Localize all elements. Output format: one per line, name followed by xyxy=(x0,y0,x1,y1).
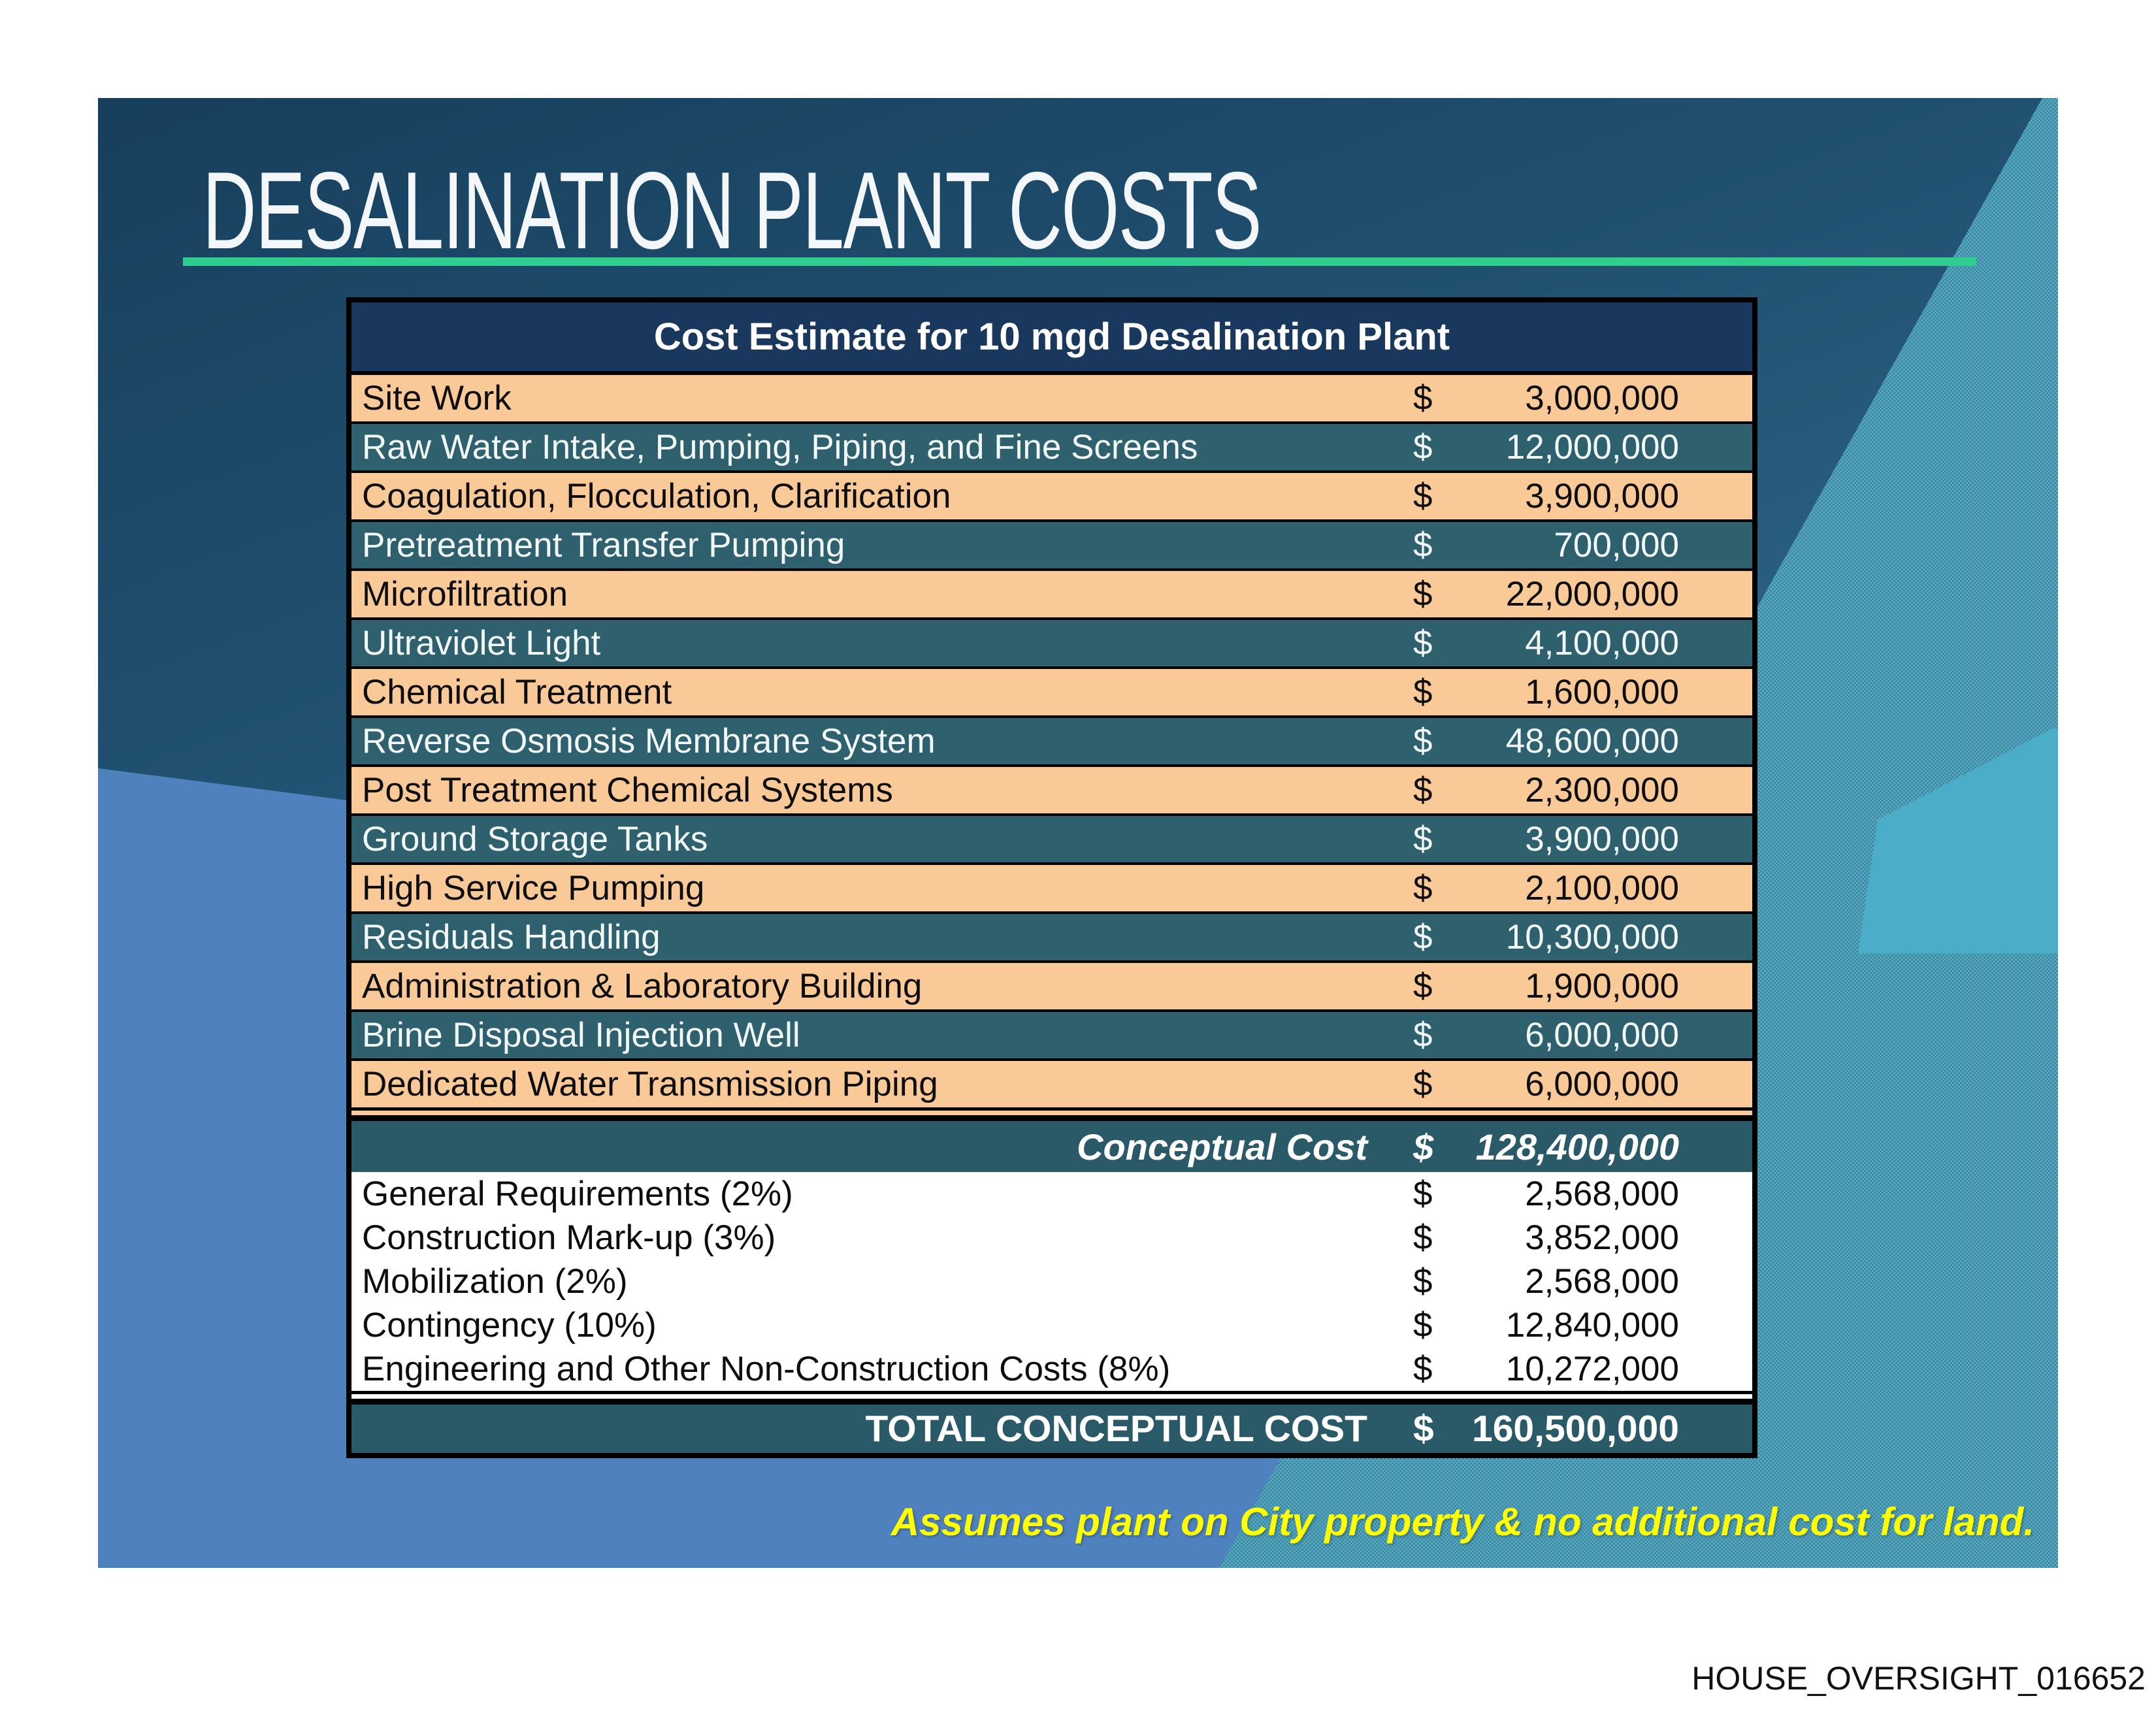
row-amount: 3,900,000 xyxy=(1525,820,1679,858)
row-label: Microfiltration xyxy=(362,575,568,613)
currency-symbol: $ xyxy=(1413,477,1433,515)
row-label: Post Treatment Chemical Systems xyxy=(362,771,893,809)
subtotal-row: Conceptual Cost $ 128,400,000 xyxy=(351,1121,1752,1172)
line-items: Site Work $3,000,000 Raw Water Intake, Pum… xyxy=(351,375,1752,1107)
currency-symbol: $ xyxy=(1413,428,1433,466)
currency-symbol: $ xyxy=(1413,1218,1433,1257)
assumption-note: Assumes plant on City property & no addi… xyxy=(890,1500,2034,1544)
table-row: Engineering and Other Non-Construction C… xyxy=(351,1347,1752,1391)
table-row: Mobilization (2%) $2,568,000 xyxy=(351,1260,1752,1303)
total-row: TOTAL CONCEPTUAL COST $ 160,500,000 xyxy=(351,1405,1752,1453)
currency-symbol: $ xyxy=(1413,575,1433,613)
row-label: Raw Water Intake, Pumping, Piping, and F… xyxy=(362,428,1198,466)
row-amount: 12,840,000 xyxy=(1505,1306,1679,1344)
row-label: High Service Pumping xyxy=(362,869,705,907)
row-label: Ground Storage Tanks xyxy=(362,820,708,858)
currency-symbol: $ xyxy=(1413,1175,1433,1213)
total-label: TOTAL CONCEPTUAL COST xyxy=(865,1408,1367,1450)
currency-symbol: $ xyxy=(1413,820,1433,858)
row-amount: 3,852,000 xyxy=(1525,1218,1679,1257)
row-amount: 700,000 xyxy=(1554,526,1679,564)
table-row: Brine Disposal Injection Well $6,000,000 xyxy=(351,1009,1752,1058)
row-label: Contingency (10%) xyxy=(362,1306,657,1344)
currency-symbol: $ xyxy=(1413,1306,1433,1344)
currency-symbol: $ xyxy=(1413,1126,1434,1167)
currency-symbol: $ xyxy=(1413,1350,1433,1388)
currency-symbol: $ xyxy=(1413,1065,1433,1103)
currency-symbol: $ xyxy=(1413,1016,1433,1054)
currency-symbol: $ xyxy=(1413,379,1433,417)
row-amount: 1,600,000 xyxy=(1525,673,1679,711)
currency-symbol: $ xyxy=(1413,869,1433,907)
total-amount: 160,500,000 xyxy=(1472,1408,1679,1450)
table-row: Administration & Laboratory Building $1,9… xyxy=(351,960,1752,1009)
currency-symbol: $ xyxy=(1413,771,1433,809)
row-label: Pretreatment Transfer Pumping xyxy=(362,526,845,564)
title-underline xyxy=(183,257,1976,266)
table-row: Chemical Treatment $1,600,000 xyxy=(351,666,1752,715)
row-label: General Requirements (2%) xyxy=(362,1175,793,1213)
row-amount: 22,000,000 xyxy=(1505,575,1679,613)
row-label: Reverse Osmosis Membrane System xyxy=(362,722,936,760)
table-row: Pretreatment Transfer Pumping $700,000 xyxy=(351,519,1752,568)
row-amount: 2,568,000 xyxy=(1525,1262,1679,1301)
table-row: Raw Water Intake, Pumping, Piping, and F… xyxy=(351,421,1752,470)
slide: DESALINATION PLANT COSTS Cost Estimate f… xyxy=(98,98,2058,1568)
row-label: Residuals Handling xyxy=(362,918,661,956)
row-label: Brine Disposal Injection Well xyxy=(362,1016,800,1054)
currency-symbol: $ xyxy=(1413,722,1433,760)
currency-symbol: $ xyxy=(1413,1408,1434,1450)
table-row: Construction Mark-up (3%) $3,852,000 xyxy=(351,1216,1752,1260)
row-amount: 1,900,000 xyxy=(1525,967,1679,1005)
row-amount: 48,600,000 xyxy=(1505,722,1679,760)
cost-table: Cost Estimate for 10 mgd Desalination Pl… xyxy=(346,297,1757,1458)
currency-symbol: $ xyxy=(1413,624,1433,662)
row-label: Mobilization (2%) xyxy=(362,1262,628,1301)
document-id-stamp: HOUSE_OVERSIGHT_016652 xyxy=(1691,1660,2146,1697)
table-row: Ground Storage Tanks $3,900,000 xyxy=(351,813,1752,862)
table-row: Residuals Handling $10,300,000 xyxy=(351,911,1752,960)
row-amount: 12,000,000 xyxy=(1505,428,1679,466)
row-amount: 3,900,000 xyxy=(1525,477,1679,515)
table-row: Reverse Osmosis Membrane System $48,600,0… xyxy=(351,715,1752,764)
row-label: Dedicated Water Transmission Piping xyxy=(362,1065,938,1103)
currency-symbol: $ xyxy=(1413,526,1433,564)
row-label: Chemical Treatment xyxy=(362,673,672,711)
row-label: Ultraviolet Light xyxy=(362,624,601,662)
row-amount: 6,000,000 xyxy=(1525,1016,1679,1054)
row-amount: 4,100,000 xyxy=(1525,624,1679,662)
table-row: Coagulation, Flocculation, Clarification… xyxy=(351,470,1752,519)
table-row: Contingency (10%) $12,840,000 xyxy=(351,1303,1752,1347)
table-divider xyxy=(351,1391,1752,1405)
subtotal-label: Conceptual Cost xyxy=(1077,1126,1367,1167)
table-row: Dedicated Water Transmission Piping $6,00… xyxy=(351,1058,1752,1107)
table-row: Site Work $3,000,000 xyxy=(351,375,1752,421)
currency-symbol: $ xyxy=(1413,918,1433,956)
table-header: Cost Estimate for 10 mgd Desalination Pl… xyxy=(351,302,1752,375)
row-amount: 10,300,000 xyxy=(1505,918,1679,956)
table-row: High Service Pumping $2,100,000 xyxy=(351,862,1752,911)
row-amount: 6,000,000 xyxy=(1525,1065,1679,1103)
currency-symbol: $ xyxy=(1413,673,1433,711)
table-row: Microfiltration $22,000,000 xyxy=(351,568,1752,617)
table-divider xyxy=(351,1107,1752,1121)
slide-title: DESALINATION PLANT COSTS xyxy=(203,149,1262,272)
row-amount: 10,272,000 xyxy=(1505,1350,1679,1388)
row-label: Construction Mark-up (3%) xyxy=(362,1218,776,1257)
row-amount: 2,100,000 xyxy=(1525,869,1679,907)
row-amount: 2,568,000 xyxy=(1525,1175,1679,1213)
currency-symbol: $ xyxy=(1413,1262,1433,1301)
row-amount: 3,000,000 xyxy=(1525,379,1679,417)
row-label: Coagulation, Flocculation, Clarification xyxy=(362,477,951,515)
addon-items: General Requirements (2%) $2,568,000 Const… xyxy=(351,1172,1752,1391)
row-label: Site Work xyxy=(362,379,512,417)
table-row: Post Treatment Chemical Systems $2,300,00… xyxy=(351,764,1752,813)
table-row: General Requirements (2%) $2,568,000 xyxy=(351,1172,1752,1216)
row-amount: 2,300,000 xyxy=(1525,771,1679,809)
subtotal-amount: 128,400,000 xyxy=(1475,1126,1679,1167)
row-label: Engineering and Other Non-Construction C… xyxy=(362,1350,1171,1388)
row-label: Administration & Laboratory Building xyxy=(362,967,923,1005)
currency-symbol: $ xyxy=(1413,967,1433,1005)
table-row: Ultraviolet Light $4,100,000 xyxy=(351,617,1752,666)
